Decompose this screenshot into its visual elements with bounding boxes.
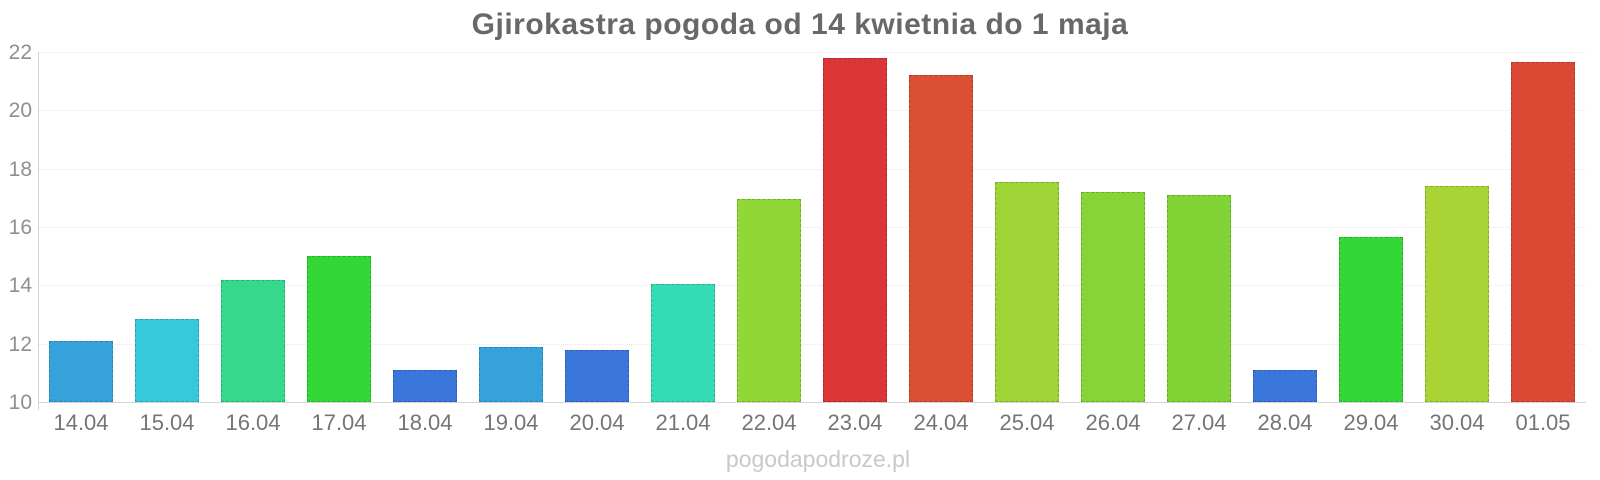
x-tick-label-29-04: 29.04 (1343, 410, 1399, 435)
bar-14-04[interactable] (49, 340, 113, 402)
bar-29-04[interactable] (1339, 237, 1403, 402)
watermark: pogodapodroze.pl (725, 446, 911, 472)
x-tick-label-20-04: 20.04 (569, 410, 625, 435)
gridline-20 (38, 110, 1586, 112)
bar-23-04[interactable] (823, 57, 887, 402)
y-tick-label-18: 18 (8, 157, 32, 181)
bar-16-04[interactable] (221, 279, 285, 402)
x-tick-label-25-04: 25.04 (999, 410, 1055, 435)
x-tick-label-24-04: 24.04 (913, 410, 969, 435)
x-tick-label-28-04: 28.04 (1257, 410, 1313, 435)
y-tick-label-12: 12 (8, 332, 32, 356)
gridline-14 (38, 285, 1586, 287)
bar-30-04[interactable] (1425, 186, 1489, 402)
y-tick-label-10: 10 (8, 391, 32, 414)
x-tick-label-17-04: 17.04 (311, 410, 367, 435)
gridline-18 (38, 168, 1586, 170)
x-tick-label-22-04: 22.04 (741, 410, 797, 435)
gridline-16 (38, 227, 1586, 228)
x-tick-label-21-04: 21.04 (655, 410, 711, 435)
bar-28-04[interactable] (1253, 369, 1317, 402)
bar-24-04[interactable] (909, 75, 973, 402)
y-tick-label-20: 20 (8, 99, 32, 123)
gridline-22 (38, 52, 1586, 53)
bar-19-04[interactable] (479, 346, 543, 402)
gridline-12 (38, 343, 1586, 345)
x-tick-label-14-04: 14.04 (53, 410, 109, 435)
bar-21-04[interactable] (651, 283, 715, 402)
bar-01-05[interactable] (1511, 62, 1575, 402)
y-tick-label-14: 14 (8, 274, 32, 298)
bar-17-04[interactable] (307, 256, 371, 402)
bar-26-04[interactable] (1081, 192, 1145, 402)
bar-18-04[interactable] (393, 369, 457, 402)
bar-22-04[interactable] (737, 199, 801, 402)
y-tick-label-22: 22 (8, 41, 32, 64)
x-tick-label-18-04: 18.04 (397, 410, 453, 435)
bar-15-04[interactable] (135, 318, 199, 402)
x-tick-label-26-04: 26.04 (1085, 410, 1141, 435)
bar-25-04[interactable] (995, 181, 1059, 402)
x-tick-label-16-04: 16.04 (225, 410, 281, 435)
bar-27-04[interactable] (1167, 194, 1231, 402)
y-tick-label-16: 16 (8, 216, 32, 239)
bar-20-04[interactable] (565, 349, 629, 402)
x-tick-label-19-04: 19.04 (483, 410, 539, 435)
x-tick-label-27-04: 27.04 (1171, 410, 1227, 435)
x-tick-label-30-04: 30.04 (1429, 410, 1485, 435)
x-tick-label-15-04: 15.04 (139, 410, 195, 435)
y-axis-line (38, 52, 39, 410)
x-tick-label-01-05: 01.05 (1515, 410, 1571, 435)
x-tick-label-23-04: 23.04 (827, 410, 883, 435)
gridline-10 (38, 402, 1586, 403)
chart-title: Gjirokastra pogoda od 14 kwietnia do 1 m… (471, 8, 1129, 41)
